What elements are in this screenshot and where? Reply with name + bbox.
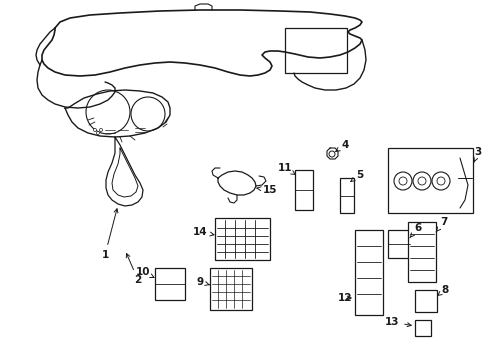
Text: 6: 6 [409, 223, 421, 238]
Text: 4: 4 [335, 140, 348, 152]
Text: 14: 14 [192, 227, 213, 237]
Text: 10: 10 [136, 267, 154, 278]
Bar [387, 148, 472, 213]
Circle shape [93, 129, 96, 131]
Text: 3: 3 [473, 147, 481, 162]
Bar [155, 268, 184, 300]
Bar [285, 28, 346, 73]
Circle shape [96, 131, 99, 135]
Bar [414, 320, 430, 336]
Circle shape [417, 177, 425, 185]
Bar [387, 230, 409, 258]
Circle shape [131, 97, 164, 131]
Text: 7: 7 [435, 217, 447, 232]
Text: 11: 11 [277, 163, 295, 175]
Text: 8: 8 [437, 285, 447, 295]
Text: 9: 9 [196, 277, 209, 287]
Bar [414, 290, 436, 312]
Circle shape [328, 151, 334, 157]
Circle shape [99, 129, 102, 131]
Text: 2: 2 [126, 253, 142, 285]
Bar [215, 218, 269, 260]
Bar [354, 230, 382, 315]
Circle shape [398, 177, 406, 185]
Text: 15: 15 [256, 185, 277, 195]
Text: 1: 1 [101, 209, 118, 260]
Bar [339, 178, 353, 213]
Text: 13: 13 [384, 317, 410, 327]
Bar [294, 170, 312, 210]
Circle shape [431, 172, 449, 190]
Circle shape [436, 177, 444, 185]
Bar [209, 268, 251, 310]
Bar [407, 222, 435, 282]
Text: 12: 12 [337, 293, 351, 303]
Circle shape [393, 172, 411, 190]
Text: 5: 5 [350, 170, 363, 181]
Circle shape [86, 90, 130, 134]
Circle shape [412, 172, 430, 190]
